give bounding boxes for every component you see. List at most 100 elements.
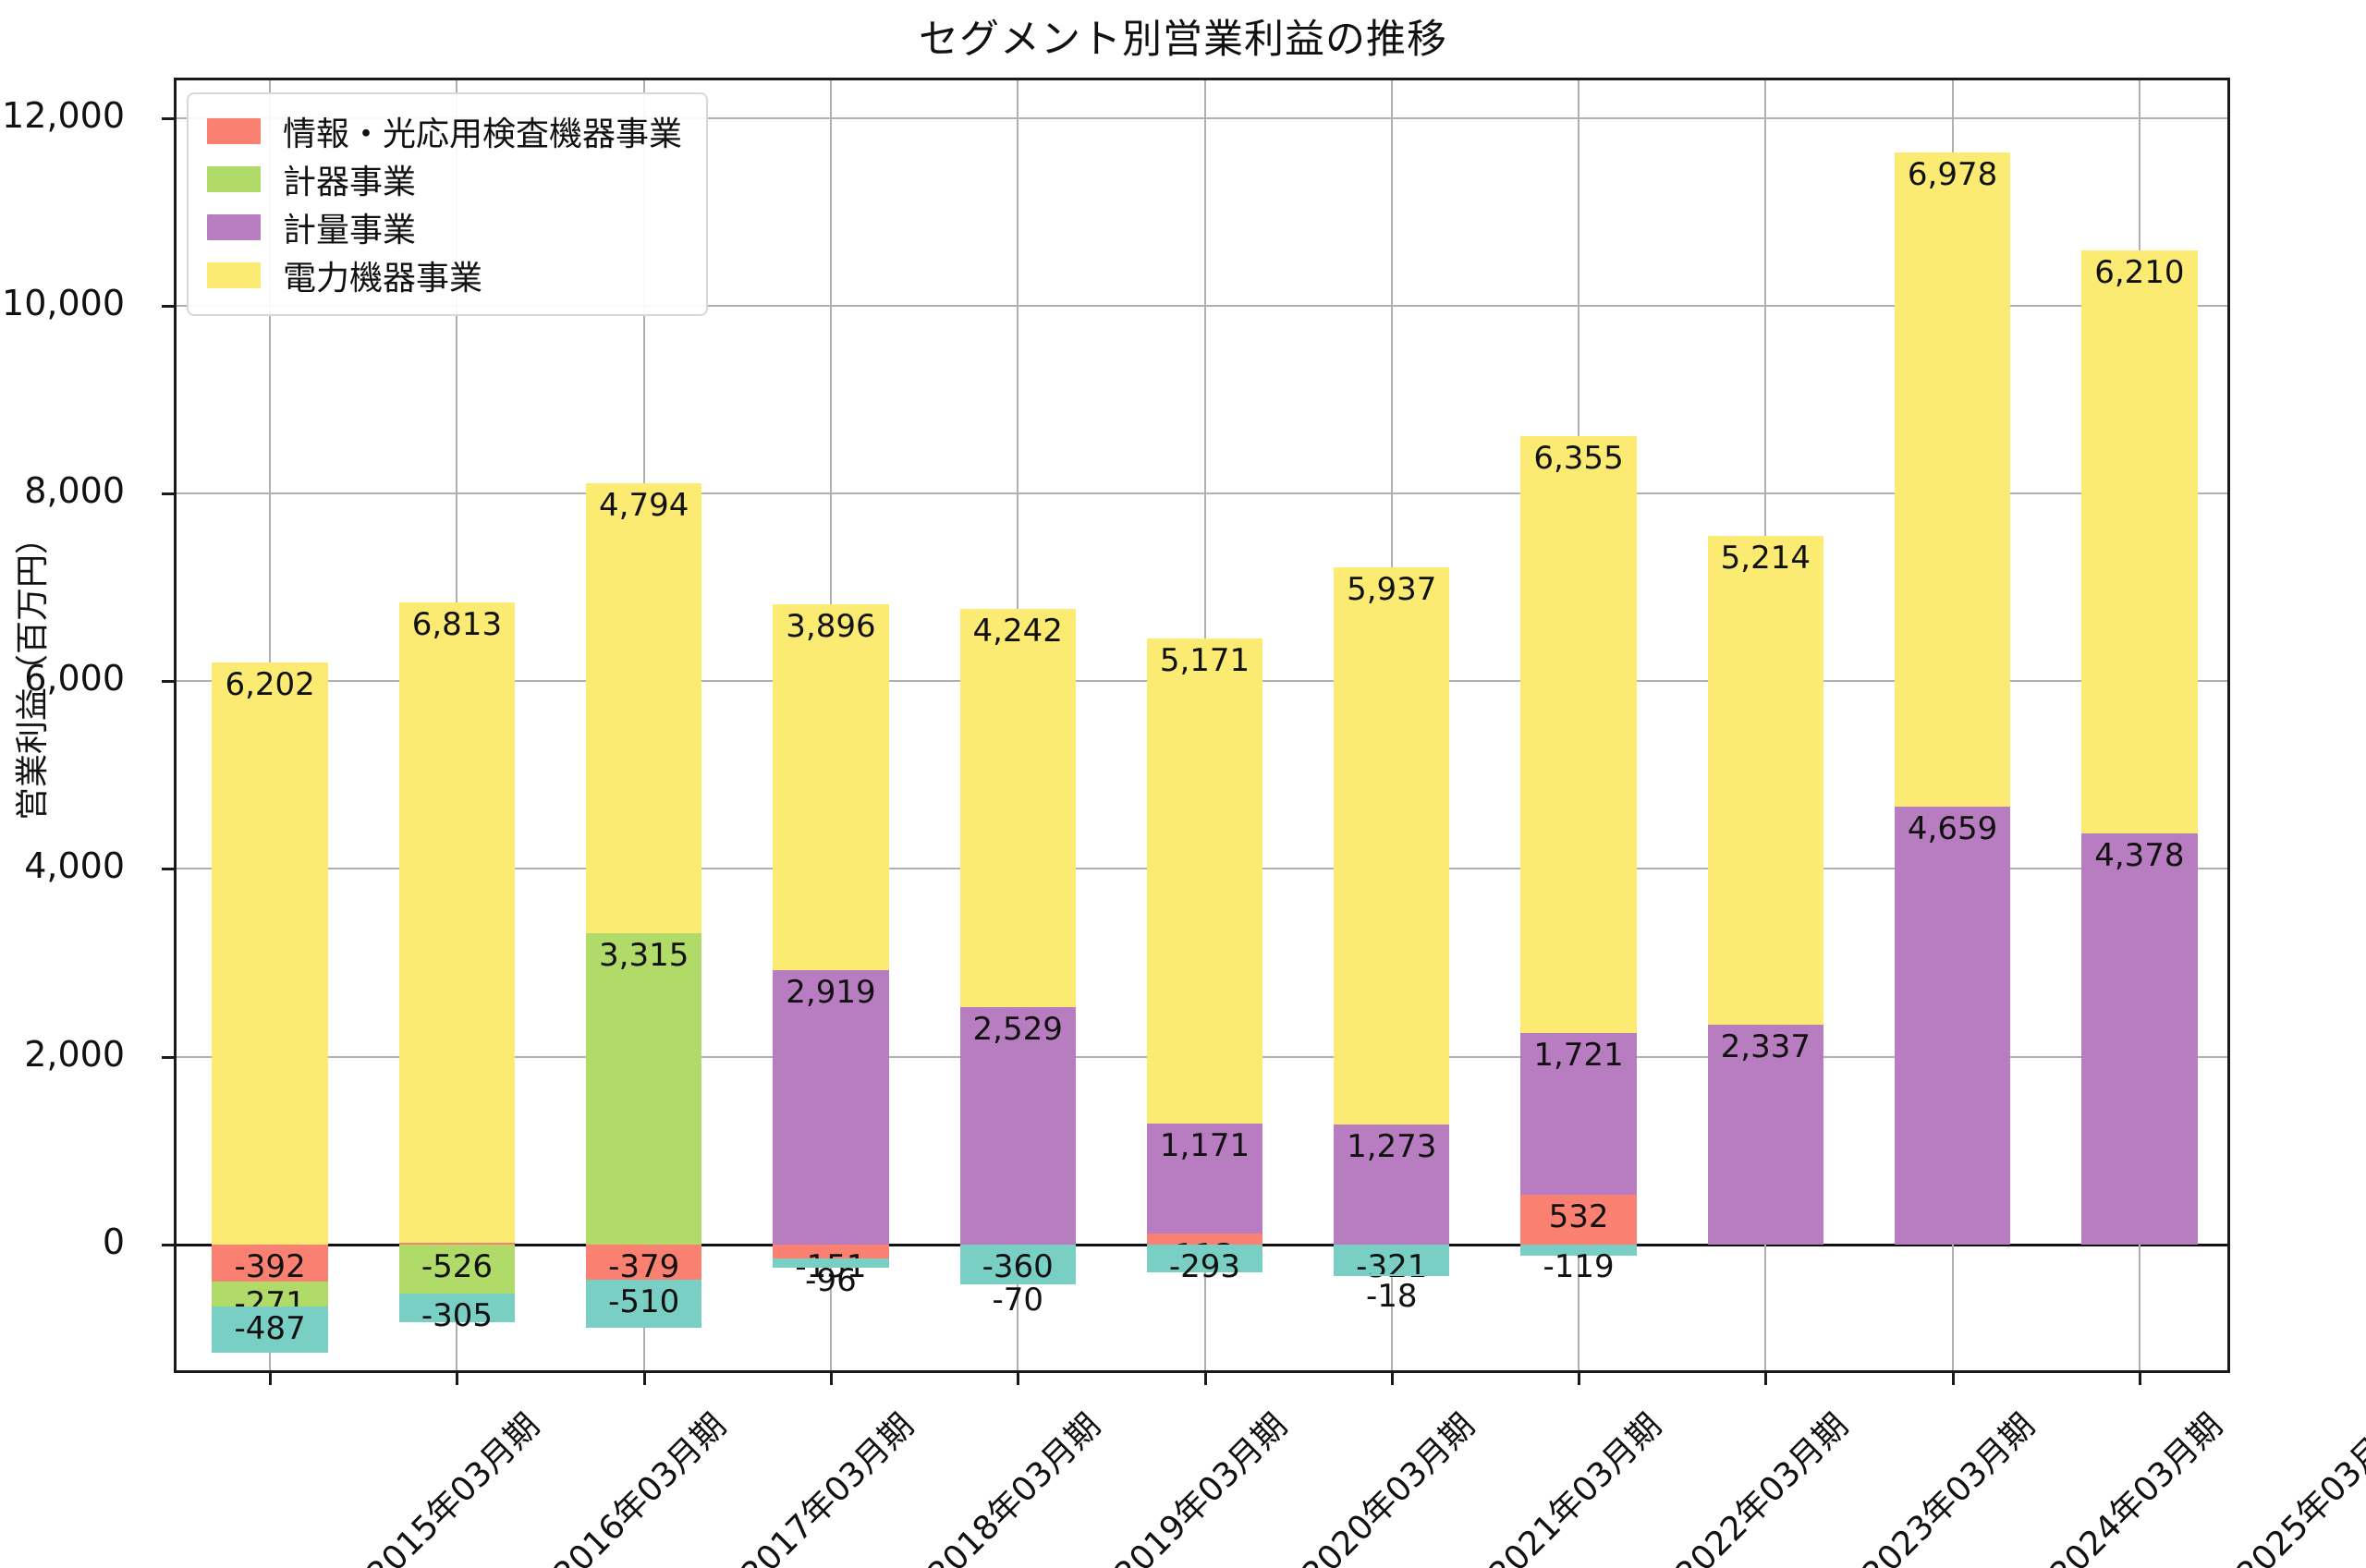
x-axis-tick [1764,1370,1768,1385]
bar-segment[interactable]: 6,202 [212,662,328,1245]
legend-color-swatch [207,262,261,288]
bar-segment[interactable]: -18 [1334,1274,1450,1315]
bar-segment[interactable]: -510 [585,1280,702,1329]
x-axis-tick-label: 2018年03月期 [921,1406,1108,1568]
bar-value-label: -392 [234,1247,306,1285]
bar-value-label: -305 [421,1297,493,1335]
bar-value-label: 6,355 [1533,440,1624,478]
bar-segment[interactable]: 4,378 [2081,833,2198,1245]
y-axis-tick-label: 2,000 [24,1033,125,1075]
x-axis-tick-label: 2020年03月期 [1294,1406,1482,1568]
bar-segment[interactable]: 3,896 [773,604,889,971]
bar-segment[interactable]: 2,337 [1707,1025,1824,1245]
y-axis-tick [162,1055,177,1059]
plot-area: -392-2716,202-48722-5266,813-305-3793,31… [162,78,2230,1385]
bar-group[interactable]: 532 1,721 6,355 -119 [1520,80,1637,1370]
bar-segment[interactable]: -321 [1334,1244,1450,1285]
bar-segment[interactable]: 5,937 [1334,567,1450,1125]
bar-segment[interactable]: -70 [959,1278,1076,1319]
bar-group[interactable]: 4,378 6,210 [2081,80,2198,1370]
bar-segment[interactable]: 2,529 [959,1006,1076,1245]
bar-segment[interactable]: -151 [773,1244,889,1285]
y-axis-tick-label: 6,000 [24,658,125,699]
y-axis-tick-label: 4,000 [24,845,125,887]
bar-value-label: 6,978 [1907,155,1998,193]
legend-color-swatch [207,214,261,240]
legend-item[interactable]: 計量事業 [207,203,682,251]
bar-value-label: 532 [1548,1197,1609,1235]
x-axis-tick [456,1370,459,1385]
bar-segment[interactable]: -360 [959,1244,1076,1285]
x-axis-tick-label: 2015年03月期 [360,1406,547,1568]
bar-segment[interactable]: -305 [398,1294,516,1334]
bar-segment[interactable]: 4,659 [1894,807,2011,1245]
bar-segment[interactable]: 6,210 [2081,250,2198,833]
bar-segment[interactable]: 5,214 [1707,535,1824,1026]
bar-value-label: -510 [608,1283,680,1321]
bar-value-label: 2,337 [1720,1028,1811,1066]
bar-value-label: 6,210 [2094,254,2185,292]
legend-item-label: 計量事業 [283,212,417,249]
bar-group[interactable]: 113 1,171 5,171 -293 [1146,80,1263,1370]
bar-segment[interactable]: -379 [585,1244,702,1285]
x-axis-tick-label: 2024年03月期 [2042,1406,2230,1568]
x-axis-tick [1203,1370,1207,1385]
y-axis-tick [162,116,177,120]
bar-segment[interactable]: 3,315 [585,932,702,1245]
bar-group[interactable]: 1,273 5,937 -321 -18 [1334,80,1450,1370]
y-axis-tick [162,1243,177,1246]
bar-segment[interactable]: -271 [212,1281,328,1322]
bar-segment[interactable]: 532 [1520,1194,1637,1245]
bar-segment[interactable]: 6,813 [398,602,516,1243]
y-axis-tick [162,680,177,684]
x-axis-tick [829,1370,833,1385]
x-axis-tick-label: 2019年03月期 [1107,1406,1296,1568]
bar-segment[interactable]: -119 [1520,1244,1637,1285]
bar-segment[interactable]: -96 [773,1258,889,1299]
bar-group[interactable]: -151 2,919 3,896 -96 [773,80,889,1370]
bar-value-label: -321 [1356,1247,1428,1285]
bar-value-label: 3,896 [786,608,876,646]
legend-item[interactable]: 計器事業 [207,155,682,203]
x-axis-tick [642,1370,646,1385]
bar-value-label: -96 [805,1262,857,1300]
bar-segment[interactable]: 113 [1146,1234,1263,1274]
bar-segment[interactable]: 1,721 [1520,1032,1637,1195]
y-axis-tick-label: 0 [102,1221,125,1262]
x-axis-tick-label: 2016年03月期 [546,1406,735,1568]
x-axis-tick-label: 2023年03月期 [1855,1406,2043,1568]
bar-segment[interactable]: 4,242 [959,608,1076,1007]
bar-segment[interactable]: -526 [398,1244,516,1295]
bar-group[interactable]: 4,659 6,978 [1894,80,2011,1370]
x-axis-tick [1390,1370,1394,1385]
bar-segment[interactable]: 4,794 [585,482,702,933]
bar-segment[interactable]: 5,171 [1146,638,1263,1124]
legend-item[interactable]: 情報・光応用検査機器事業 [207,107,682,155]
bar-segment[interactable]: 1,273 [1334,1124,1450,1245]
y-axis-tick [162,868,177,871]
bar-segment[interactable]: 1,171 [1146,1124,1263,1234]
legend-item[interactable]: 電力機器事業 [207,251,682,299]
y-axis-tick [162,304,177,308]
bar-group[interactable]: 2,337 5,214 [1707,80,1824,1370]
bar-group[interactable]: 2,529 4,242 -360 -70 [959,80,1076,1370]
bar-segment[interactable]: -392 [212,1244,328,1285]
bar-value-label: -70 [992,1282,1043,1319]
gridline-horizontal [177,304,2227,307]
x-axis-tick-label: 2022年03月期 [1668,1406,1856,1568]
x-axis-tick [269,1370,273,1385]
gridline-horizontal [177,116,2227,119]
bar-segment[interactable]: 6,355 [1520,436,1637,1033]
bar-value-label: 6,813 [411,606,503,644]
bar-segment[interactable]: -293 [1146,1244,1263,1285]
bar-segment[interactable]: 6,978 [1894,152,2011,808]
bar-value-label: 3,315 [599,936,689,974]
page-title: セグメント別営業利益の推移 [919,17,1447,63]
legend-item-label: 電力機器事業 [283,260,483,298]
x-axis-tick-label: 2017年03月期 [733,1406,921,1568]
bar-segment[interactable]: -487 [212,1307,328,1353]
bar-segment[interactable]: 2,919 [773,970,889,1245]
y-axis-tick [162,492,177,495]
bar-value-label: 5,937 [1347,571,1437,609]
